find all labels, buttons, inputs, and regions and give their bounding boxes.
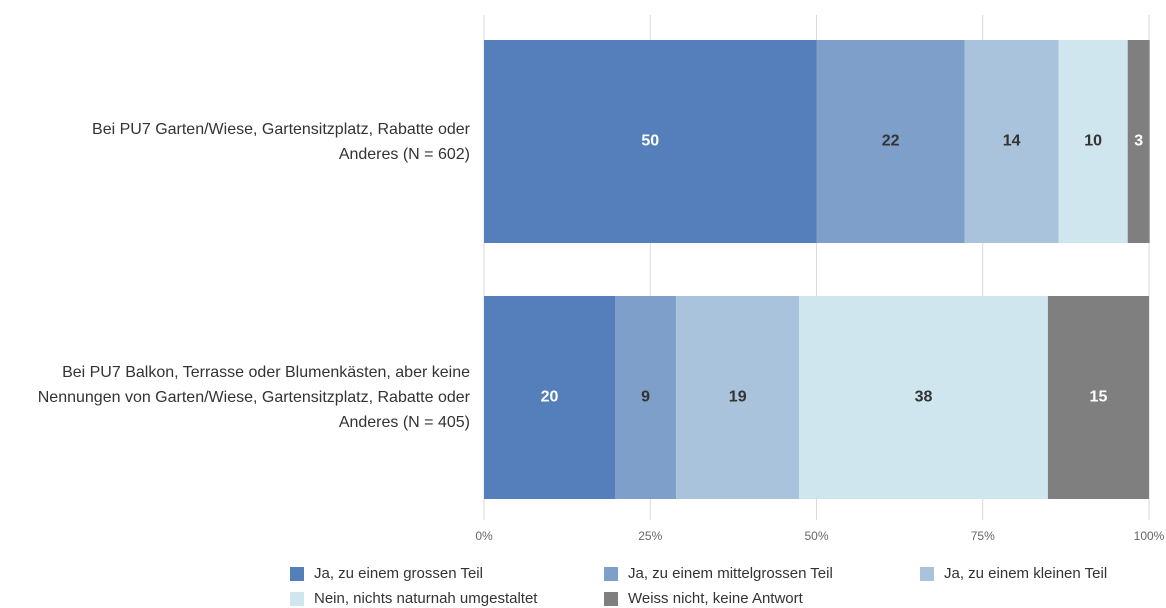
legend-swatch bbox=[920, 567, 934, 581]
legend-label: Ja, zu einem mittelgrossen Teil bbox=[628, 565, 833, 582]
category-label: Bei PU7 Garten/Wiese, Gartensitzplatz, R… bbox=[92, 120, 470, 163]
bar-segment bbox=[615, 296, 677, 499]
x-tick-label: 0% bbox=[475, 529, 493, 543]
data-label: 3 bbox=[1134, 133, 1143, 150]
x-tick-label: 100% bbox=[1134, 529, 1165, 543]
bar-segment bbox=[816, 40, 965, 243]
data-label: 38 bbox=[915, 389, 933, 406]
x-tick-label: 75% bbox=[971, 529, 995, 543]
legend-swatch bbox=[290, 567, 304, 581]
legend-label: Weiss nicht, keine Antwort bbox=[628, 590, 804, 607]
data-label: 15 bbox=[1090, 389, 1108, 406]
bar-segment bbox=[1058, 40, 1128, 243]
bar-segment bbox=[1047, 296, 1149, 499]
data-label: 50 bbox=[641, 133, 659, 150]
bar-segment bbox=[1127, 40, 1150, 243]
bar-segment bbox=[964, 40, 1059, 243]
legend-swatch bbox=[290, 592, 304, 606]
legend-swatch bbox=[604, 567, 618, 581]
legend-label: Ja, zu einem kleinen Teil bbox=[944, 565, 1107, 582]
bar-segment bbox=[799, 296, 1048, 499]
legend-swatch bbox=[604, 592, 618, 606]
data-label: 22 bbox=[882, 133, 900, 150]
data-label: 9 bbox=[641, 389, 650, 406]
bar-segment bbox=[484, 40, 817, 243]
bar-segment bbox=[484, 296, 616, 499]
data-label: 10 bbox=[1084, 133, 1102, 150]
legend-label: Ja, zu einem grossen Teil bbox=[314, 565, 483, 582]
data-label: 19 bbox=[729, 389, 747, 406]
legend-label: Nein, nichts naturnah umgestaltet bbox=[314, 590, 538, 607]
data-label: 14 bbox=[1003, 133, 1021, 150]
x-tick-label: 50% bbox=[804, 529, 828, 543]
bar-segment bbox=[676, 296, 800, 499]
category-label: Bei PU7 Balkon, Terrasse oder Blumenkäst… bbox=[37, 364, 470, 431]
data-label: 20 bbox=[541, 389, 559, 406]
x-tick-label: 25% bbox=[638, 529, 662, 543]
